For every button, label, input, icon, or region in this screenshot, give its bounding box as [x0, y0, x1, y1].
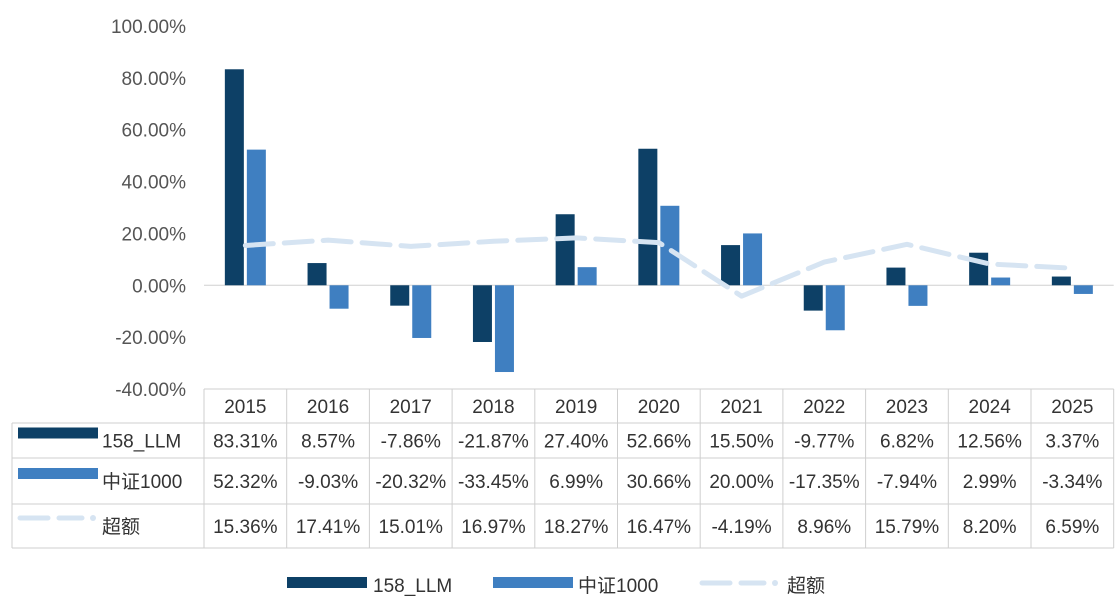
- x-category-label: 2021: [720, 397, 762, 418]
- y-tick-label: 40.00%: [122, 173, 187, 194]
- table-legend-swatch-0: [18, 427, 98, 439]
- data-label: 15.36%: [213, 517, 278, 538]
- legend-dot-2: [772, 580, 778, 586]
- data-label: 16.97%: [461, 517, 526, 538]
- data-label: 15.01%: [379, 517, 444, 538]
- data-label: 15.50%: [709, 432, 774, 453]
- bar-llm-2018: [472, 285, 492, 342]
- data-label: 3.37%: [1045, 432, 1099, 453]
- table-legend-swatch-1: [18, 468, 98, 479]
- bar-csi1000-2018: [494, 285, 514, 373]
- bar-csi1000-2017: [412, 285, 432, 338]
- bar-llm-2017: [390, 285, 410, 306]
- table-row-label: 中证1000: [102, 471, 182, 493]
- data-label: -3.34%: [1042, 472, 1102, 493]
- data-label: -7.86%: [381, 432, 441, 453]
- bar-csi1000-2021: [743, 233, 763, 286]
- bar-llm-2020: [638, 148, 658, 286]
- x-category-label: 2017: [390, 397, 432, 418]
- legend-label: 超额: [787, 575, 825, 597]
- legend-swatch-1: [493, 577, 573, 588]
- y-tick-label: 60.00%: [122, 121, 187, 142]
- x-category-label: 2025: [1051, 397, 1093, 418]
- bar-llm-2019: [555, 214, 575, 286]
- data-label: -20.32%: [375, 472, 446, 493]
- data-label: 20.00%: [709, 472, 774, 493]
- x-category-label: 2015: [224, 397, 266, 418]
- y-tick-label: 20.00%: [122, 224, 187, 245]
- bar-csi1000-2022: [825, 285, 845, 331]
- legend-swatch-0: [287, 577, 367, 588]
- bar-csi1000-2024: [991, 277, 1011, 286]
- data-label: 8.96%: [797, 517, 851, 538]
- data-label: 16.47%: [627, 517, 692, 538]
- bar-csi1000-2025: [1073, 285, 1093, 294]
- table-row-label: 超额: [102, 516, 140, 538]
- bar-llm-2025: [1051, 276, 1071, 286]
- y-tick-label: 80.00%: [122, 69, 187, 90]
- excess-return-line: [242, 235, 1075, 299]
- x-category-label: 2020: [638, 397, 680, 418]
- bar-llm-2015: [224, 69, 244, 286]
- y-tick-label: -20.00%: [115, 328, 186, 349]
- bar-llm-2022: [803, 285, 823, 311]
- data-label: -33.45%: [458, 472, 529, 493]
- table-row-label: 158_LLM: [102, 432, 181, 453]
- data-label: 52.66%: [627, 432, 692, 453]
- bar-csi1000-2023: [908, 285, 928, 306]
- legend-label: 158_LLM: [373, 576, 452, 597]
- data-label: 6.82%: [880, 432, 934, 453]
- data-label: 6.99%: [549, 472, 603, 493]
- bar-csi1000-2015: [246, 149, 266, 286]
- data-label: 83.31%: [213, 432, 278, 453]
- table-legend-dot-2: [90, 515, 96, 521]
- data-label: 52.32%: [213, 472, 278, 493]
- data-label: -21.87%: [458, 432, 529, 453]
- bar-llm-2016: [307, 263, 327, 286]
- bar-csi1000-2016: [329, 285, 349, 309]
- y-tick-label: -40.00%: [115, 380, 186, 401]
- data-label: 15.79%: [875, 517, 940, 538]
- bar-csi1000-2019: [577, 267, 597, 286]
- data-label: 17.41%: [296, 517, 361, 538]
- data-label: -7.94%: [877, 472, 937, 493]
- data-label: -9.03%: [298, 472, 358, 493]
- data-label: -17.35%: [789, 472, 860, 493]
- data-label: 8.57%: [301, 432, 355, 453]
- bar-llm-2021: [721, 245, 741, 286]
- data-label: 27.40%: [544, 432, 609, 453]
- x-category-label: 2018: [472, 397, 514, 418]
- data-label: 6.59%: [1045, 517, 1099, 538]
- data-label: 12.56%: [957, 432, 1022, 453]
- y-tick-label: 0.00%: [132, 276, 186, 297]
- x-category-label: 2024: [969, 397, 1012, 418]
- data-label: 30.66%: [627, 472, 692, 493]
- x-category-label: 2022: [803, 397, 845, 418]
- x-category-label: 2016: [307, 397, 349, 418]
- data-label: 18.27%: [544, 517, 609, 538]
- data-label: 2.99%: [963, 472, 1017, 493]
- bar-llm-2023: [886, 267, 906, 286]
- data-label: -9.77%: [794, 432, 854, 453]
- legend-label: 中证1000: [578, 575, 658, 597]
- y-tick-label: 100.00%: [111, 17, 186, 38]
- x-category-label: 2023: [886, 397, 928, 418]
- bar-csi1000-2020: [660, 205, 680, 286]
- data-label: -4.19%: [711, 517, 771, 538]
- x-category-label: 2019: [555, 397, 597, 418]
- data-label: 8.20%: [963, 517, 1017, 538]
